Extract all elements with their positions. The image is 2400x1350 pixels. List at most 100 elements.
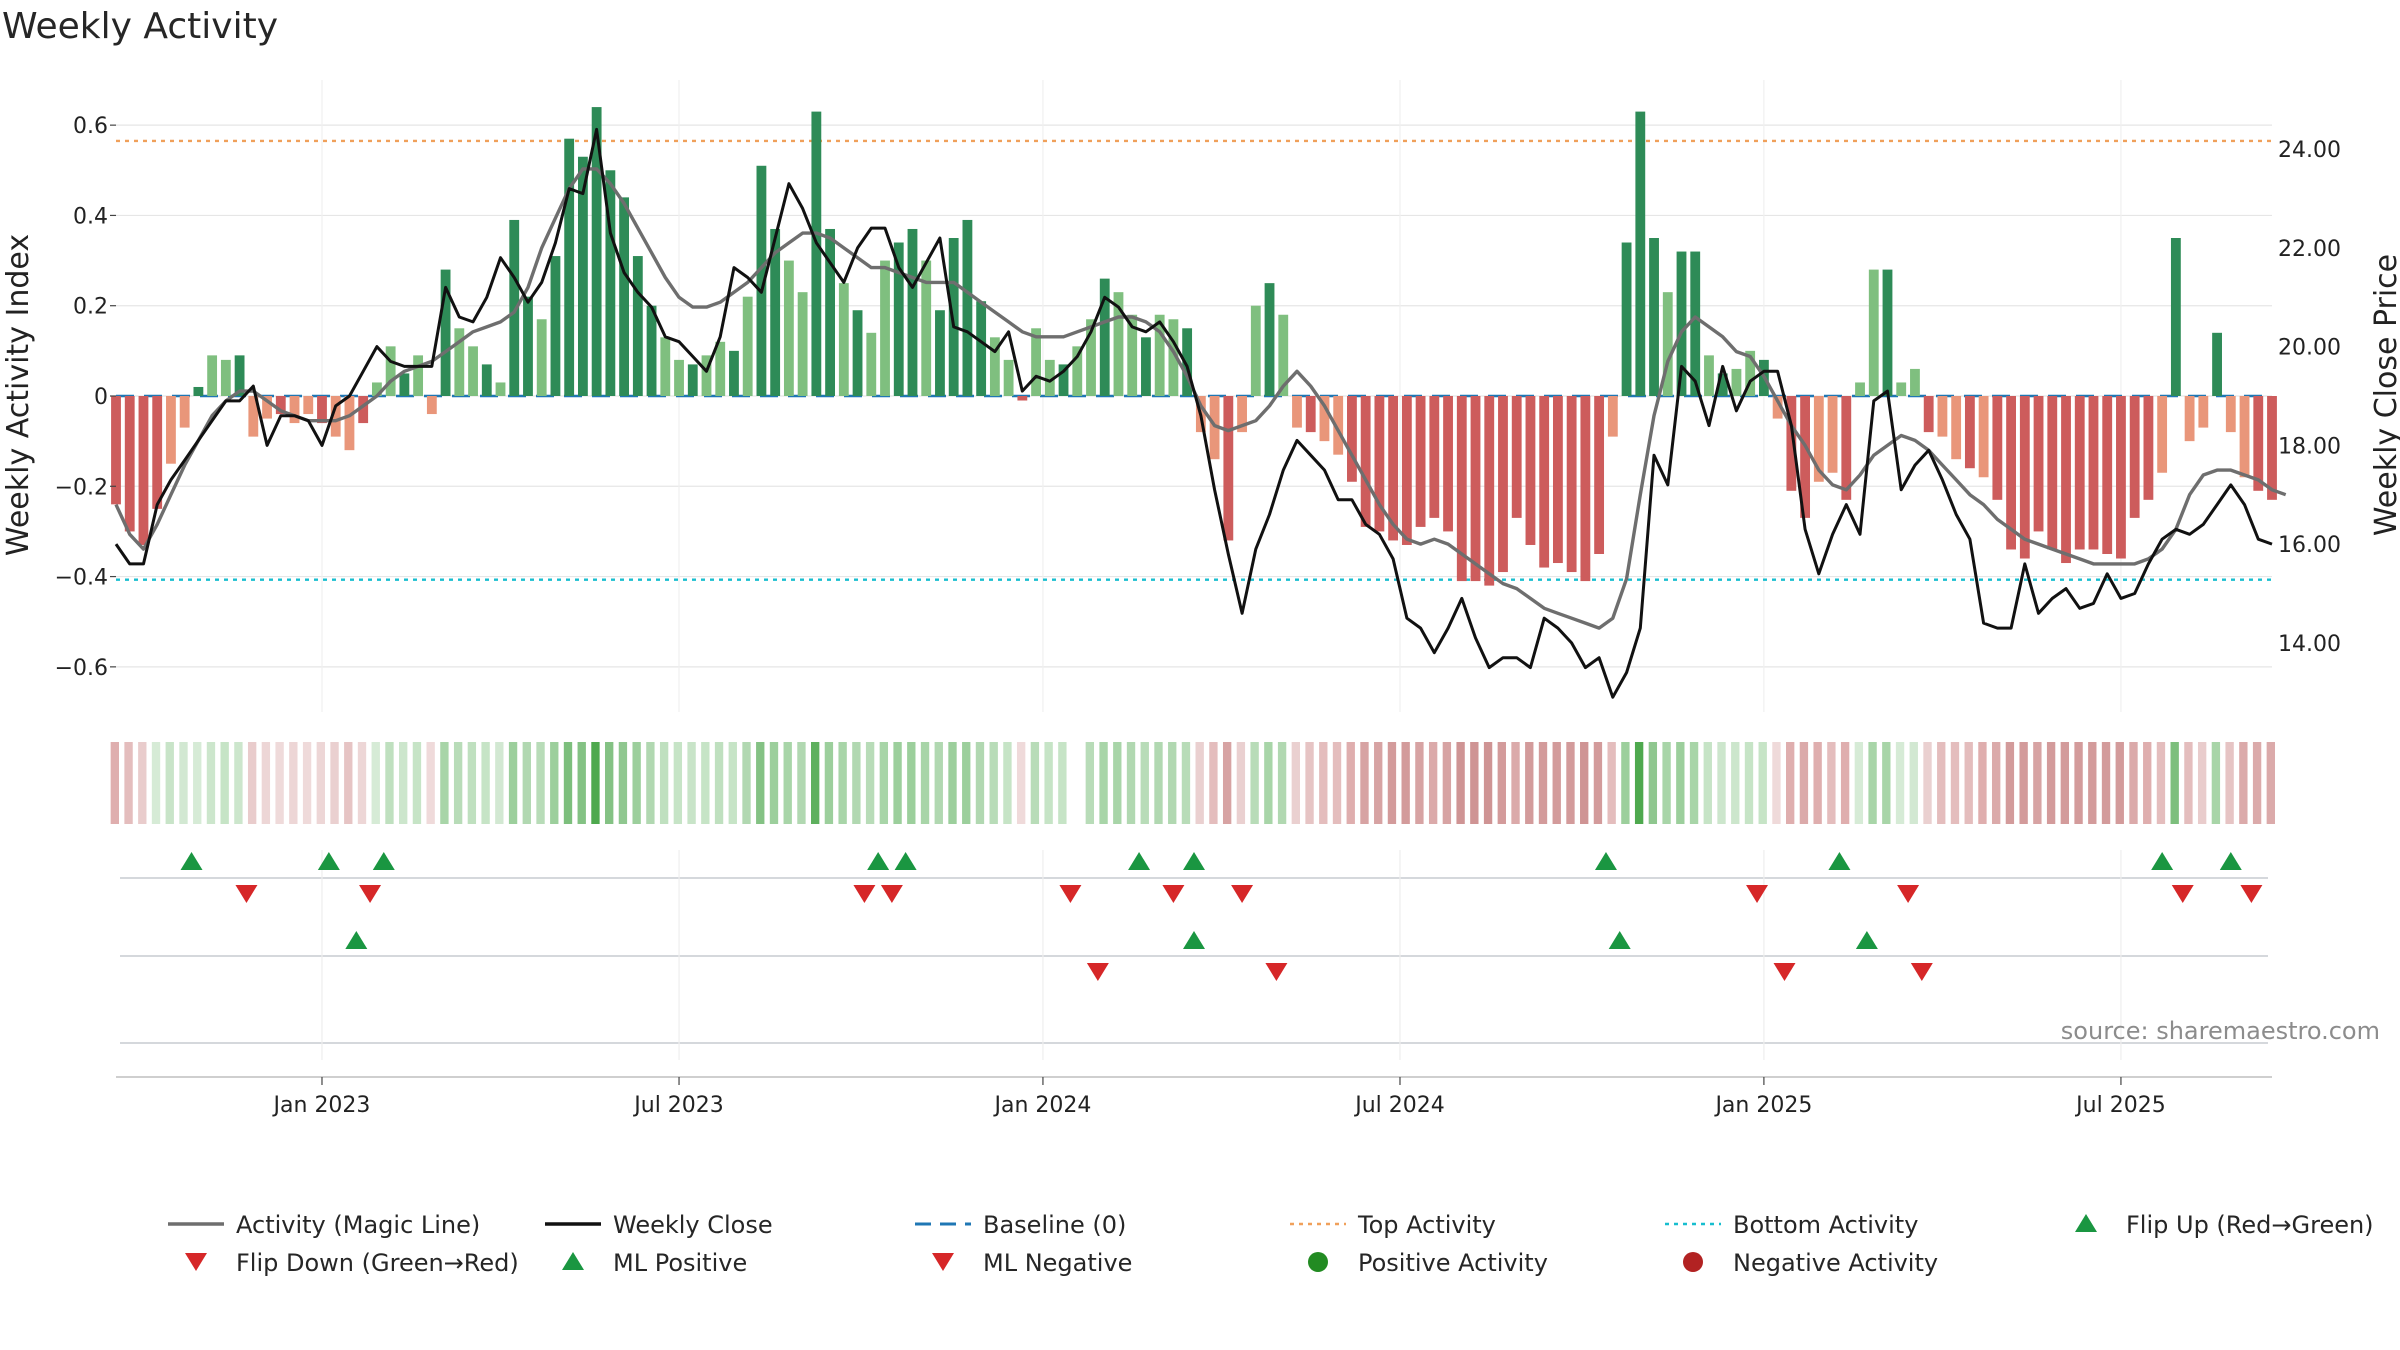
activity-bar	[1017, 396, 1028, 401]
activity-bar	[577, 156, 588, 396]
consensus-cell	[1978, 742, 1987, 824]
x-tick-label: Jan 2023	[272, 1093, 371, 1118]
activity-bar	[536, 319, 547, 396]
consensus-cell	[1937, 742, 1946, 824]
legend-item: Negative Activity	[1683, 1249, 1938, 1277]
consensus-cell	[2060, 742, 2070, 824]
consensus-cell	[522, 742, 531, 824]
consensus-cell	[1387, 742, 1397, 824]
ml-negative-marker	[1773, 963, 1796, 981]
activity-bar	[632, 256, 643, 396]
activity-bar	[660, 337, 671, 396]
consensus-cell	[1758, 742, 1767, 824]
activity-bar	[2143, 396, 2154, 500]
activity-bar	[1072, 346, 1083, 396]
consensus-cell	[2088, 742, 2097, 824]
activity-bar	[1484, 396, 1495, 586]
activity-bar	[619, 197, 630, 396]
consensus-cell	[193, 742, 202, 824]
consensus-cell	[316, 742, 325, 824]
activity-bar	[1388, 396, 1399, 541]
consensus-cell	[481, 742, 490, 824]
activity-bar	[179, 396, 190, 428]
consensus-cell	[1827, 742, 1836, 824]
consensus-cell	[920, 742, 930, 824]
consensus-cell	[948, 742, 957, 824]
y-tick-label: 0	[94, 385, 108, 410]
activity-bar	[1415, 396, 1426, 527]
consensus-cell	[385, 742, 394, 824]
consensus-cell	[2156, 742, 2166, 824]
activity-bar	[330, 396, 341, 437]
activity-bar	[1635, 111, 1646, 396]
consensus-cell	[2129, 742, 2138, 824]
consensus-cell	[742, 742, 751, 824]
legend-label: Positive Activity	[1358, 1249, 1548, 1277]
flip-down-marker	[880, 885, 903, 903]
consensus-cell	[1222, 742, 1232, 824]
activity-bar	[893, 242, 904, 396]
activity-bar	[962, 219, 973, 396]
activity-bar	[399, 373, 410, 396]
activity-bar	[1278, 314, 1289, 396]
flip-up-marker	[2151, 852, 2174, 870]
activity-bar	[1662, 292, 1673, 396]
x-tick-label: Jan 2025	[1713, 1093, 1812, 1118]
consensus-cell	[838, 742, 847, 824]
legend-item: Baseline (0)	[915, 1211, 1126, 1239]
consensus-cell	[1030, 742, 1040, 824]
y2-tick-label: 24.00	[2278, 138, 2341, 163]
legend-swatch	[185, 1253, 207, 1271]
activity-bar	[468, 346, 478, 396]
activity-bar	[1031, 328, 1041, 396]
consensus-cell	[1442, 742, 1452, 824]
consensus-cell	[1525, 742, 1534, 824]
consensus-cell	[1346, 742, 1355, 824]
consensus-cell	[110, 742, 119, 824]
activity-bar	[2170, 238, 2181, 396]
activity-bar	[1127, 314, 1138, 396]
consensus-cell	[1648, 742, 1658, 824]
activity-bar	[1168, 319, 1179, 396]
consensus-cell	[1236, 742, 1246, 824]
consensus-cell	[989, 742, 998, 824]
consensus-cell	[1470, 742, 1479, 824]
activity-bar	[1621, 242, 1632, 396]
consensus-cell	[1374, 742, 1383, 824]
activity-bar	[935, 310, 945, 396]
activity-bar	[1841, 396, 1852, 500]
activity-bar	[605, 170, 616, 396]
activity-bar	[1690, 251, 1701, 396]
activity-bar	[1800, 396, 1811, 518]
consensus-cell	[811, 742, 820, 824]
y-tick-label: 0.4	[73, 204, 108, 229]
consensus-cell	[1291, 742, 1300, 824]
activity-bar	[1704, 355, 1714, 396]
reference-lines	[116, 139, 2272, 581]
consensus-cell	[1538, 742, 1548, 824]
activity-bar	[138, 396, 149, 545]
activity-bar	[989, 337, 1000, 396]
activity-bar	[2061, 396, 2071, 564]
consensus-cell	[646, 742, 655, 824]
consensus-cell	[1882, 742, 1891, 824]
y-tick-label: 0.2	[73, 295, 108, 320]
activity-bar	[1429, 396, 1440, 518]
y-tick-label: −0.6	[55, 656, 108, 681]
ml-positive-marker	[1855, 931, 1878, 949]
activity-bar	[1154, 314, 1165, 396]
consensus-cell	[1566, 742, 1575, 824]
consensus-cell	[1401, 742, 1410, 824]
activity-bar	[1182, 328, 1193, 396]
consensus-cell	[1209, 742, 1218, 824]
flip-down-marker	[1162, 885, 1185, 903]
activity-bar	[1141, 337, 1151, 396]
activity-bar	[866, 332, 877, 396]
activity-bar	[811, 111, 822, 396]
flip-down-marker	[2171, 885, 2194, 903]
activity-bar	[1099, 278, 1110, 396]
flip-up-marker	[1128, 852, 1151, 870]
consensus-cell	[453, 742, 463, 824]
activity-bar	[1305, 396, 1316, 433]
